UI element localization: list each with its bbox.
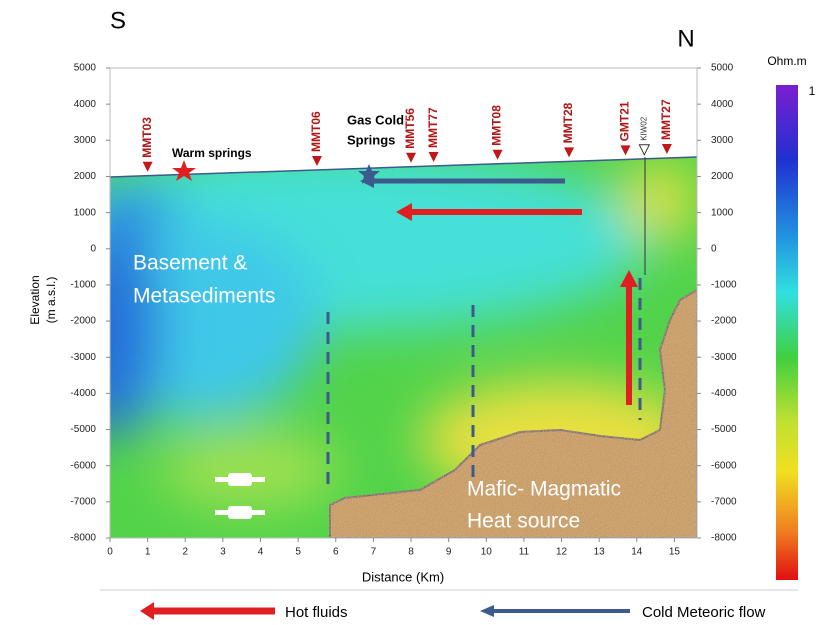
y-tick-label: -3000 [70, 352, 96, 363]
north-label: N [677, 25, 694, 52]
y-tick-label: 1000 [74, 207, 97, 218]
y-tick-label: -6000 [70, 460, 96, 471]
y-tick-label: -4000 [70, 388, 96, 399]
y2-tick-label: 5000 [711, 63, 734, 74]
x-tick-label: 5 [295, 547, 301, 558]
y2-tick-label: -4000 [711, 388, 737, 399]
annotation: Basement & [133, 252, 247, 275]
x-tick-label: 6 [333, 547, 339, 558]
well-label: MMT06 [309, 111, 323, 152]
figure: S N Distance (Km) Elevation (m a.s.l.) W… [0, 0, 822, 625]
well-label: MMT56 [403, 108, 417, 149]
y-tick-label: -7000 [70, 496, 96, 507]
x-tick-label: 7 [371, 547, 377, 558]
x-axis-label: Distance (Km) [362, 569, 444, 584]
well-label: MMT77 [426, 107, 440, 148]
x-tick-label: 10 [481, 547, 493, 558]
x-tick-label: 8 [408, 547, 414, 558]
y-axis-label: Elevation [28, 275, 42, 324]
y2-tick-label: -2000 [711, 316, 737, 327]
annotation: Warm springs [172, 146, 252, 160]
x-tick-label: 4 [258, 547, 264, 558]
y2-tick-label: -7000 [711, 496, 737, 507]
well-label: GMT21 [618, 101, 632, 141]
y-tick-label: 3000 [74, 135, 97, 146]
y-tick-label: 2000 [74, 171, 97, 182]
y2-tick-label: -1000 [711, 280, 737, 291]
annotation: Metasediments [133, 285, 275, 308]
y-tick-label: -8000 [70, 533, 96, 544]
well-label: MMT27 [659, 99, 673, 140]
y2-tick-label: 0 [711, 243, 717, 254]
y2-tick-label: -5000 [711, 424, 737, 435]
legend: Hot fluids Cold Meteoric flow [140, 602, 766, 621]
y2-tick-label: -3000 [711, 352, 737, 363]
y-tick-label: 5000 [74, 63, 97, 74]
y2-tick-label: 2000 [711, 171, 734, 182]
colorbar-label: 1 [809, 84, 816, 98]
x-tick-label: 13 [594, 547, 606, 558]
y-tick-label: -2000 [70, 316, 96, 327]
y2-tick-label: -8000 [711, 533, 737, 544]
x-tick-label: 3 [220, 547, 226, 558]
annotation: Gas Cold [347, 112, 404, 127]
legend-swatch-head [140, 602, 154, 620]
y-tick-label: 0 [90, 243, 96, 254]
x-tick-label: 2 [182, 547, 188, 558]
y2-tick-label: 1000 [711, 207, 734, 218]
legend-label: Hot fluids [285, 604, 348, 621]
y-tick-label: 4000 [74, 99, 97, 110]
x-tick-label: 1 [145, 547, 151, 558]
south-label: S [110, 7, 126, 34]
x-tick-label: 12 [556, 547, 568, 558]
annotation: Mafic- Magmatic [467, 478, 621, 501]
y2-tick-label: 3000 [711, 135, 734, 146]
colorbar [776, 85, 798, 580]
x-tick-label: 11 [519, 547, 530, 558]
x-tick-label: 15 [669, 547, 681, 558]
annotation: Springs [347, 132, 395, 147]
y-axis-label: (m a.s.l.) [44, 277, 58, 324]
x-tick-label: 0 [107, 547, 113, 558]
well-label: MMT28 [561, 102, 575, 143]
well-label: MMT03 [140, 117, 154, 158]
well-label: KIW02 [639, 116, 648, 141]
legend-swatch-head [480, 605, 494, 617]
well-label: MMT08 [490, 105, 504, 146]
annotation: Heat source [467, 510, 580, 533]
colorbar-title: Ohm.m [767, 54, 806, 68]
x-tick-label: 9 [446, 547, 452, 558]
y2-tick-label: 4000 [711, 99, 734, 110]
y-tick-label: -1000 [70, 280, 96, 291]
x-tick-label: 14 [631, 547, 643, 558]
y2-tick-label: -6000 [711, 460, 737, 471]
legend-label: Cold Meteoric flow [642, 604, 766, 621]
y-tick-label: -5000 [70, 424, 96, 435]
